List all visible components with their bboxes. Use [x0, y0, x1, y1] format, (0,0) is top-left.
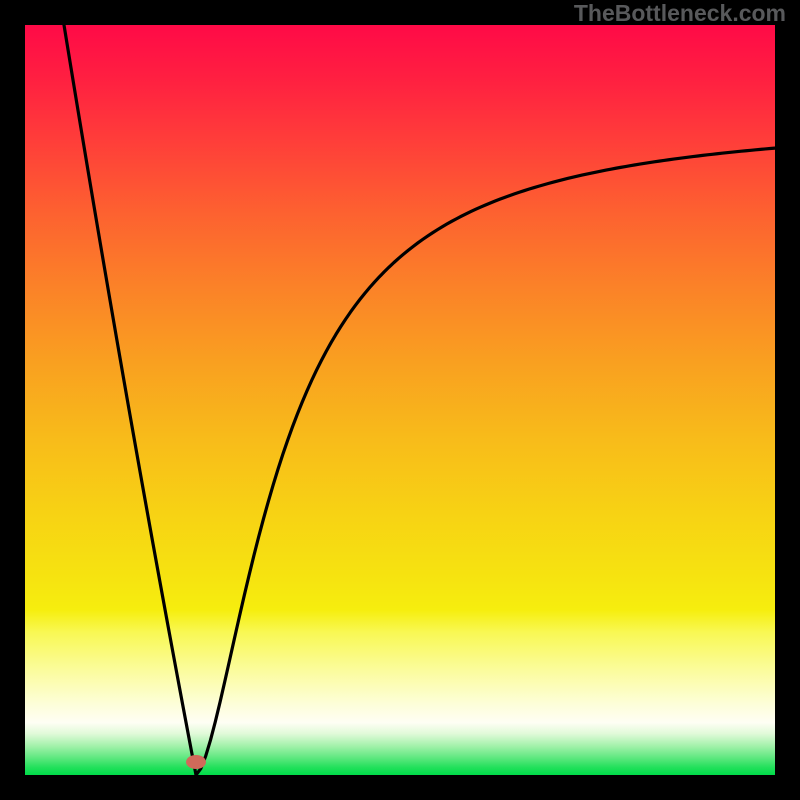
optimal-point-marker — [186, 755, 206, 769]
watermark-text: TheBottleneck.com — [574, 0, 786, 27]
chart-container: TheBottleneck.com — [0, 0, 800, 800]
plot-area — [25, 25, 775, 775]
bottleneck-curve — [25, 25, 775, 775]
